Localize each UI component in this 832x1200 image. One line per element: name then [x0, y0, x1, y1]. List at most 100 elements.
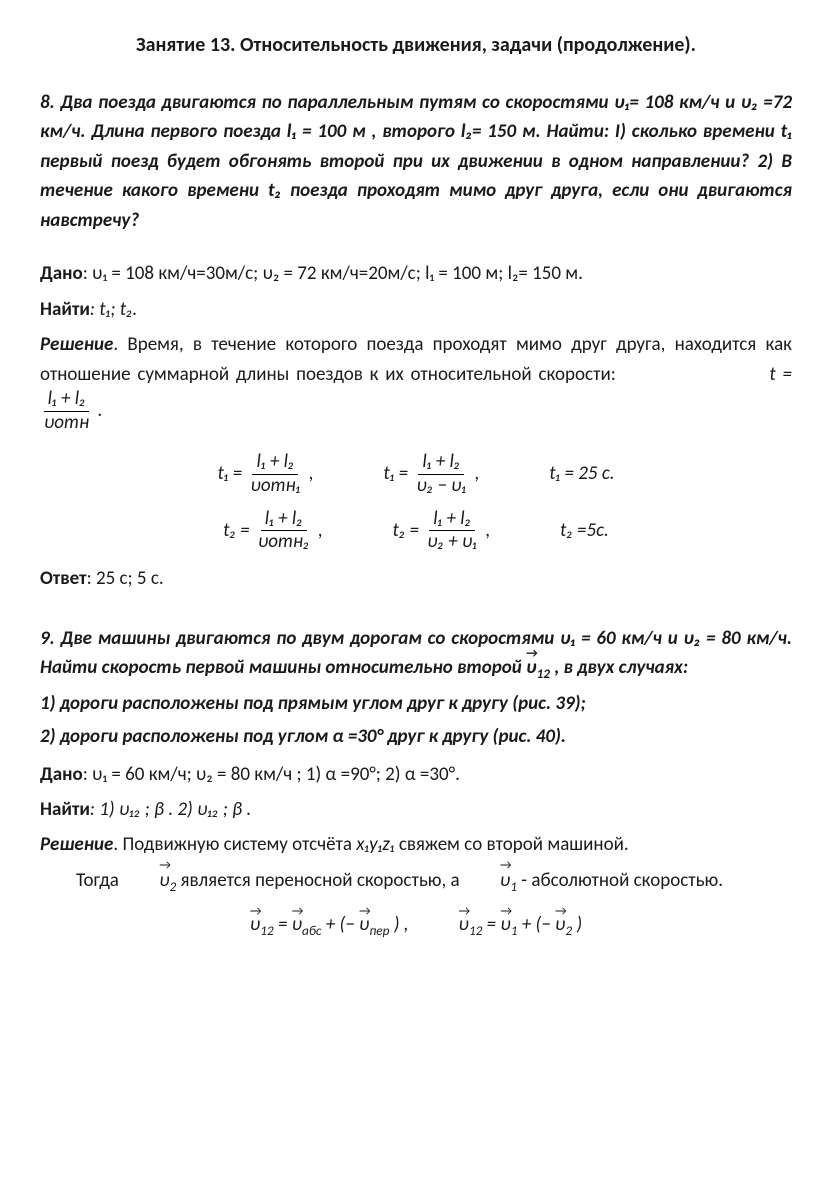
eq-t-frac: l₁ + l₂ υотн	[40, 389, 93, 434]
den: υотн	[40, 412, 93, 434]
answer-label: Ответ	[40, 567, 87, 590]
vec-v12: υ	[526, 653, 536, 682]
close: )	[576, 913, 582, 936]
problem-9-statement: 9. Две машины двигаются по двум дорогам …	[40, 624, 792, 685]
num: l₁ + l₂	[252, 452, 298, 475]
solution-text: . Время, в течение которого поезда прохо…	[40, 333, 792, 385]
vec: υ	[250, 911, 260, 940]
t1: t₁	[781, 120, 792, 143]
find-label: Найти	[40, 798, 90, 821]
p9-case-1: 1) дороги расположены под прямым углом д…	[40, 689, 792, 718]
tail: ,	[470, 462, 479, 485]
sub: абс	[302, 922, 321, 939]
sub: 12	[537, 665, 550, 682]
eq: =	[487, 913, 501, 936]
text: свяжем со второй машиной.	[395, 833, 629, 856]
page-title: Занятие 13. Относительность движения, за…	[40, 30, 792, 60]
plus: + (−	[522, 913, 551, 936]
p8-find: Найти: t₁; t₂.	[40, 296, 792, 325]
num: l₁ + l₂	[44, 389, 90, 412]
num: l₁ + l₂	[429, 509, 475, 532]
vec: υ	[292, 911, 302, 940]
eq-2a: t₂ = l₁ + l₂ υотн₂ ,	[223, 509, 322, 554]
text: Длина первого поезда	[91, 120, 286, 143]
text: Два поезда двигаются по параллельным пут…	[60, 91, 614, 114]
vec-v2: υ	[123, 866, 169, 895]
solution-label: Решение	[40, 333, 113, 356]
lhs: t₁ =	[383, 462, 412, 485]
t2: t₂	[268, 179, 281, 202]
vec: υ	[459, 911, 469, 940]
p8-answer: Ответ: 25 с; 5 с.	[40, 565, 792, 594]
tail: ,	[313, 518, 322, 541]
sub: 2	[565, 922, 572, 939]
tail: ,	[481, 518, 490, 541]
p9-eq-row: υ12 = υабс + (− υпер ) , υ12 = υ1 + (− υ…	[40, 911, 792, 941]
p9-find: Найти: 1) υ₁₂ ; β . 2) υ₁₂ ; β .	[40, 796, 792, 825]
sub: 12	[469, 922, 482, 939]
p8-given: Дано: υ₁ = 108 км/ч=30м/с; υ₂ = 72 км/ч=…	[40, 259, 792, 289]
vec: υ	[359, 911, 369, 940]
given-label: Дано	[40, 262, 83, 285]
xyz: x₁y₁z₁	[356, 833, 394, 856]
text: , в двух случаях:	[554, 656, 688, 679]
vec: υ	[500, 911, 510, 940]
lhs: t₂ =	[392, 518, 423, 541]
lhs: t₂ =	[223, 518, 254, 541]
tail: ,	[304, 462, 313, 485]
den: υотн₁	[247, 475, 305, 497]
text: и	[725, 91, 741, 114]
l1: l₁ = 100 м	[287, 120, 366, 143]
sub: пер	[369, 922, 389, 939]
sub: 1	[510, 878, 517, 895]
eq-1a: t₁ = l₁ + l₂ υотн₁ ,	[217, 452, 313, 497]
find-text: : 1) υ₁₂ ; β . 2) υ₁₂ ; β .	[90, 798, 251, 821]
sub: 12	[260, 922, 273, 939]
find-text: : t₁; t₂.	[90, 298, 137, 321]
eq-2c: t₂ =5с.	[560, 517, 609, 546]
vec-v1: υ	[464, 866, 510, 895]
v1: υ₁= 108 км/ч	[614, 91, 719, 114]
text: является переносной скоростью, а	[181, 869, 464, 892]
text: . Подвижную систему отсчёта	[113, 833, 356, 856]
eq-1c: t₁ = 25 с.	[549, 460, 614, 489]
sub: 1	[511, 922, 518, 939]
text: Тогда	[76, 869, 123, 892]
num: l₁ + l₂	[261, 509, 307, 532]
answer-text: : 25 с; 5 с.	[87, 567, 164, 590]
eq-t-lhs: t =	[769, 363, 792, 386]
p9-para-2: Тогда υ2 является переносной скоростью, …	[40, 866, 792, 897]
p9-case-2: 2) дороги расположены под углом α =30° д…	[40, 722, 792, 751]
den: υ₂ − υ₁	[412, 475, 470, 497]
eq-b: υ12 = υ1 + (− υ2 )	[459, 911, 583, 941]
p8-solution: Решение. Время, в течение которого поезд…	[40, 330, 792, 434]
den: υотн₂	[254, 531, 313, 553]
given-label: Дано	[40, 763, 83, 786]
p9-given: Дано: υ₁ = 60 км/ч; υ₂ = 80 км/ч ; 1) α …	[40, 760, 792, 790]
sub: 2	[170, 878, 177, 895]
find-label: Найти	[40, 298, 90, 321]
frac: l₁ + l₂ υ₂ + υ₁	[423, 509, 481, 554]
tail: .	[97, 399, 102, 422]
problem-8-number: 8.	[40, 91, 55, 114]
frac: l₁ + l₂ υотн₂	[254, 509, 313, 554]
close: ) ,	[394, 913, 409, 936]
frac: l₁ + l₂ υ₂ − υ₁	[412, 452, 470, 497]
den: υ₂ + υ₁	[423, 531, 481, 553]
text: Найти: I) сколько времени	[547, 120, 781, 143]
eq-a: υ12 = υабс + (− υпер ) ,	[250, 911, 409, 941]
num: l₁ + l₂	[418, 452, 464, 475]
problem-9-number: 9.	[40, 627, 55, 650]
text: , второго	[372, 120, 461, 143]
text: Две машины двигаются по двум дорогам со …	[61, 627, 561, 650]
frac: l₁ + l₂ υотн₁	[247, 452, 305, 497]
eq-2b: t₂ = l₁ + l₂ υ₂ + υ₁ ,	[392, 509, 490, 554]
given-text: : υ₁ = 60 км/ч; υ₂ = 80 км/ч ; 1) α =90°…	[83, 763, 460, 786]
solution-label: Решение	[40, 833, 113, 856]
given-text: : υ₁ = 108 км/ч=30м/с; υ₂ = 72 км/ч=20м/…	[83, 262, 583, 285]
problem-8-statement: 8. Два поезда двигаются по параллельным …	[40, 88, 792, 235]
p8-eq-row-1: t₁ = l₁ + l₂ υотн₁ , t₁ = l₁ + l₂ υ₂ − υ…	[40, 452, 792, 497]
vec: υ	[555, 911, 565, 940]
plus: + (−	[326, 913, 355, 936]
eq: =	[278, 913, 292, 936]
